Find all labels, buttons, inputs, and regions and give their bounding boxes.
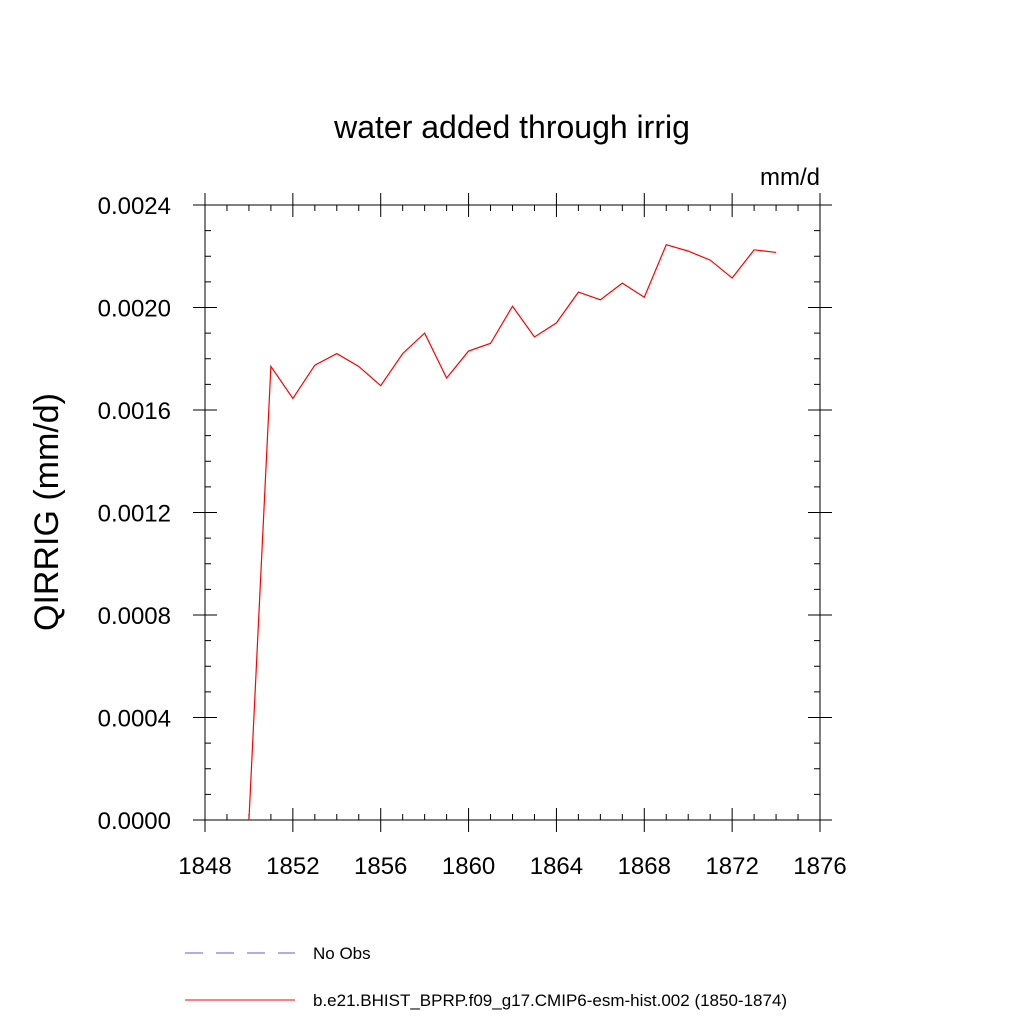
x-tick-label: 1868: [618, 853, 671, 880]
y-tick-label: 0.0008: [98, 603, 171, 630]
y-tick-label: 0.0004: [98, 706, 171, 733]
legend: No Obs b.e21.BHIST_BPRP.f09_g17.CMIP6-es…: [185, 944, 787, 1010]
x-tick-label: 1848: [178, 853, 231, 880]
y-tick-label: 0.0000: [98, 808, 171, 835]
x-tick-label: 1860: [442, 853, 495, 880]
units-label: mm/d: [760, 164, 820, 191]
y-tick-labels: 0.0000 0.0004 0.0008 0.0012 0.0016 0.0020 0.00…: [98, 193, 171, 835]
x-tick-label: 1872: [705, 853, 758, 880]
y-tick-label: 0.0012: [98, 501, 171, 528]
y-tick-label: 0.0020: [98, 296, 171, 323]
y-tick-label: 0.0016: [98, 398, 171, 425]
plot-frame: [204, 204, 821, 821]
x-tick-labels: 1848 1852 1856 1860 1864 1868 1872 1876: [178, 853, 846, 880]
y-tick-label: 0.0024: [98, 193, 171, 220]
x-tick-label: 1864: [530, 853, 583, 880]
x-tick-label: 1856: [354, 853, 407, 880]
y-axis-label: QIRRIG (mm/d): [28, 393, 66, 631]
series-lines: [248, 243, 777, 821]
axis-ticks: [193, 193, 832, 832]
x-tick-label: 1852: [266, 853, 319, 880]
series-line-1: [248, 243, 777, 821]
legend-label-model-run: b.e21.BHIST_BPRP.f09_g17.CMIP6-esm-hist.…: [313, 991, 787, 1010]
legend-label-no-obs: No Obs: [313, 944, 371, 963]
chart-title: water added through irrig: [333, 109, 690, 145]
x-tick-label: 1876: [793, 853, 846, 880]
